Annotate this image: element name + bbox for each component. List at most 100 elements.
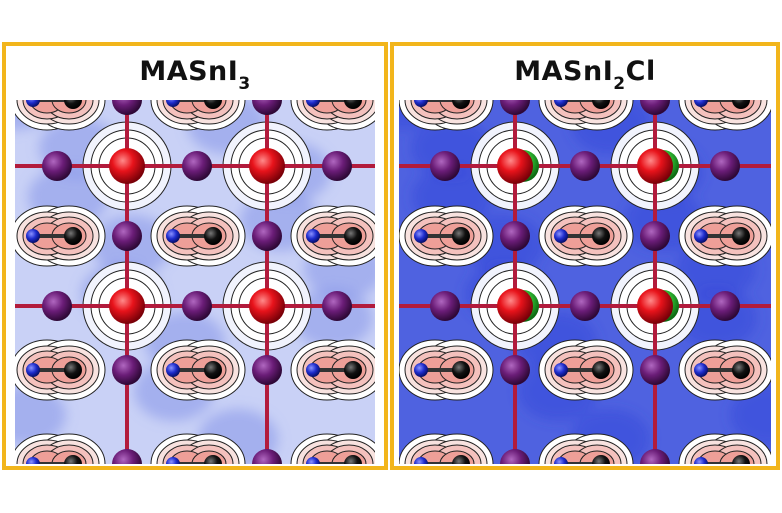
- iodine-atom-icon: [112, 221, 142, 251]
- carbon-atom-icon: [344, 361, 362, 379]
- carbon-atom-icon: [204, 100, 222, 109]
- ma-molecule: [290, 433, 375, 464]
- iodine-atom-icon: [570, 291, 600, 321]
- panel-masni3: MASnI3: [2, 42, 388, 470]
- ma-molecule: [678, 205, 771, 267]
- iodine-atom-icon: [112, 449, 142, 464]
- iodine-atom-icon: [322, 291, 352, 321]
- formula-subscript: 2: [613, 74, 626, 95]
- iodine-atom-icon: [500, 221, 530, 251]
- iodine-atom-icon: [182, 291, 212, 321]
- iodine-atom-icon: [500, 100, 530, 115]
- ma-molecule: [538, 433, 634, 464]
- ma-molecule: [290, 205, 375, 267]
- iodine-atom-icon: [252, 355, 282, 385]
- nitrogen-atom-icon: [554, 457, 568, 464]
- tin-atom-icon: [249, 148, 285, 184]
- iodine-atom-icon: [252, 449, 282, 464]
- panel-title-masni2cl: MASnI2Cl: [394, 56, 776, 95]
- iodine-atom-icon: [252, 100, 282, 115]
- ma-molecule: [678, 433, 771, 464]
- nitrogen-atom-icon: [694, 457, 708, 464]
- ma-molecule: [150, 100, 246, 131]
- carbon-atom-icon: [204, 455, 222, 464]
- nitrogen-atom-icon: [554, 229, 568, 243]
- carbon-atom-icon: [732, 227, 750, 245]
- panel-masni2cl: MASnI2Cl: [390, 42, 780, 470]
- iodine-atom-icon: [430, 291, 460, 321]
- iodine-atom-icon: [500, 449, 530, 464]
- formula-main: MASnI: [514, 56, 614, 87]
- ma-molecule: [290, 100, 375, 131]
- tin-atom-icon: [497, 288, 533, 324]
- iodine-atom-icon: [182, 151, 212, 181]
- nitrogen-atom-icon: [26, 457, 40, 464]
- nitrogen-atom-icon: [554, 100, 568, 107]
- ma-molecule: [678, 100, 771, 131]
- carbon-atom-icon: [344, 227, 362, 245]
- iodine-atom-icon: [112, 355, 142, 385]
- carbon-atom-icon: [64, 455, 82, 464]
- formula-main: MASnI: [139, 56, 239, 87]
- iodine-atom-icon: [640, 355, 670, 385]
- nitrogen-atom-icon: [694, 363, 708, 377]
- nitrogen-atom-icon: [166, 363, 180, 377]
- iodine-atom-icon: [710, 291, 740, 321]
- ma-molecule: [15, 433, 106, 464]
- nitrogen-atom-icon: [694, 100, 708, 107]
- ma-molecule: [150, 433, 246, 464]
- iodine-atom-icon: [640, 100, 670, 115]
- carbon-atom-icon: [344, 455, 362, 464]
- tin-atom-icon: [637, 288, 673, 324]
- nitrogen-atom-icon: [166, 457, 180, 464]
- tin-atom-icon: [109, 288, 145, 324]
- nitrogen-atom-icon: [414, 363, 428, 377]
- nitrogen-atom-icon: [26, 229, 40, 243]
- ma-molecule: [15, 100, 106, 131]
- nitrogen-atom-icon: [554, 363, 568, 377]
- tin-atom-icon: [497, 148, 533, 184]
- carbon-atom-icon: [452, 100, 470, 109]
- carbon-atom-icon: [732, 361, 750, 379]
- formula-subscript: 3: [238, 74, 251, 95]
- carbon-atom-icon: [592, 227, 610, 245]
- charge-density-map-masni2cl: [399, 100, 771, 464]
- ma-molecule: [538, 205, 634, 267]
- panel-title-masni3: MASnI3: [6, 56, 384, 95]
- nitrogen-atom-icon: [306, 100, 320, 107]
- carbon-atom-icon: [732, 100, 750, 109]
- nitrogen-atom-icon: [26, 100, 40, 107]
- ma-molecule: [15, 339, 106, 401]
- carbon-atom-icon: [64, 100, 82, 109]
- nitrogen-atom-icon: [306, 229, 320, 243]
- carbon-atom-icon: [452, 227, 470, 245]
- carbon-atom-icon: [732, 455, 750, 464]
- iodine-atom-icon: [570, 151, 600, 181]
- carbon-atom-icon: [204, 361, 222, 379]
- iodine-atom-icon: [42, 151, 72, 181]
- tin-atom-icon: [109, 148, 145, 184]
- iodine-atom-icon: [430, 151, 460, 181]
- carbon-atom-icon: [592, 455, 610, 464]
- ma-molecule: [678, 339, 771, 401]
- iodine-atom-icon: [322, 151, 352, 181]
- nitrogen-atom-icon: [166, 229, 180, 243]
- ma-molecule: [150, 205, 246, 267]
- iodine-atom-icon: [42, 291, 72, 321]
- iodine-atom-icon: [710, 151, 740, 181]
- nitrogen-atom-icon: [414, 457, 428, 464]
- nitrogen-atom-icon: [166, 100, 180, 107]
- ma-molecule: [399, 100, 494, 131]
- ma-molecule: [538, 100, 634, 131]
- ma-molecule: [538, 339, 634, 401]
- nitrogen-atom-icon: [414, 100, 428, 107]
- carbon-atom-icon: [344, 100, 362, 109]
- carbon-atom-icon: [452, 361, 470, 379]
- carbon-atom-icon: [592, 100, 610, 109]
- formula-tail: Cl: [625, 56, 656, 87]
- carbon-atom-icon: [592, 361, 610, 379]
- ma-molecule: [399, 433, 494, 464]
- iodine-atom-icon: [252, 221, 282, 251]
- tin-atom-icon: [637, 148, 673, 184]
- nitrogen-atom-icon: [26, 363, 40, 377]
